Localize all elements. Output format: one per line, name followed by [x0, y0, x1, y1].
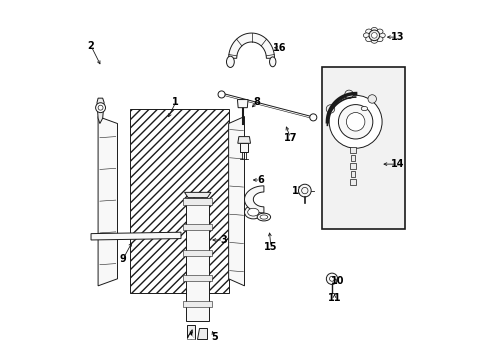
- Bar: [183, 249, 212, 256]
- Bar: [240, 143, 248, 152]
- Ellipse shape: [376, 29, 382, 34]
- Polygon shape: [228, 117, 244, 286]
- Ellipse shape: [257, 213, 270, 221]
- Polygon shape: [228, 33, 274, 58]
- Circle shape: [325, 273, 337, 284]
- Text: 2: 2: [87, 41, 94, 51]
- Ellipse shape: [365, 37, 371, 42]
- Text: 7: 7: [239, 140, 245, 150]
- Polygon shape: [237, 136, 250, 143]
- Bar: [322, 67, 404, 229]
- Bar: [350, 171, 354, 177]
- Polygon shape: [244, 186, 264, 213]
- Circle shape: [328, 95, 381, 148]
- Circle shape: [218, 91, 224, 98]
- Bar: [183, 275, 212, 282]
- Ellipse shape: [269, 57, 275, 67]
- Ellipse shape: [226, 56, 234, 67]
- Bar: [186, 325, 195, 339]
- Bar: [350, 155, 354, 161]
- Ellipse shape: [365, 29, 371, 34]
- Polygon shape: [197, 328, 206, 339]
- Circle shape: [367, 95, 376, 103]
- Text: 1: 1: [172, 98, 179, 107]
- Ellipse shape: [361, 107, 367, 111]
- Text: 15: 15: [264, 242, 277, 252]
- Text: 9: 9: [119, 255, 126, 264]
- Bar: [183, 198, 212, 205]
- Ellipse shape: [247, 208, 259, 216]
- Polygon shape: [186, 334, 195, 339]
- Ellipse shape: [244, 206, 262, 219]
- Circle shape: [325, 105, 334, 113]
- Polygon shape: [97, 98, 104, 123]
- Circle shape: [96, 103, 105, 113]
- Text: 11: 11: [327, 293, 341, 303]
- Bar: [349, 163, 355, 169]
- Bar: [183, 301, 212, 307]
- Text: 14: 14: [390, 159, 404, 169]
- Bar: [349, 147, 355, 153]
- Text: 6: 6: [257, 175, 263, 185]
- Ellipse shape: [363, 33, 369, 38]
- Circle shape: [298, 184, 310, 197]
- Bar: [349, 179, 355, 185]
- Polygon shape: [237, 100, 247, 108]
- Circle shape: [371, 32, 376, 38]
- Bar: [183, 224, 212, 230]
- Text: 12: 12: [292, 186, 305, 195]
- Circle shape: [338, 105, 372, 139]
- Text: 5: 5: [211, 332, 218, 342]
- Ellipse shape: [370, 27, 377, 32]
- Circle shape: [346, 113, 364, 131]
- Text: 3: 3: [220, 235, 226, 245]
- Circle shape: [344, 90, 352, 99]
- Circle shape: [329, 276, 334, 281]
- Ellipse shape: [376, 37, 382, 42]
- Polygon shape: [91, 232, 181, 240]
- Ellipse shape: [378, 33, 385, 38]
- Text: 4: 4: [186, 332, 193, 342]
- Bar: [186, 198, 209, 321]
- Polygon shape: [184, 192, 210, 198]
- Text: 13: 13: [390, 32, 404, 42]
- Ellipse shape: [370, 38, 377, 43]
- Text: 16: 16: [272, 43, 286, 53]
- Circle shape: [309, 114, 316, 121]
- Bar: [130, 109, 228, 293]
- Polygon shape: [98, 117, 117, 286]
- Text: 10: 10: [330, 275, 344, 285]
- Circle shape: [368, 30, 379, 41]
- Text: 17: 17: [283, 133, 297, 143]
- Text: 8: 8: [253, 98, 260, 107]
